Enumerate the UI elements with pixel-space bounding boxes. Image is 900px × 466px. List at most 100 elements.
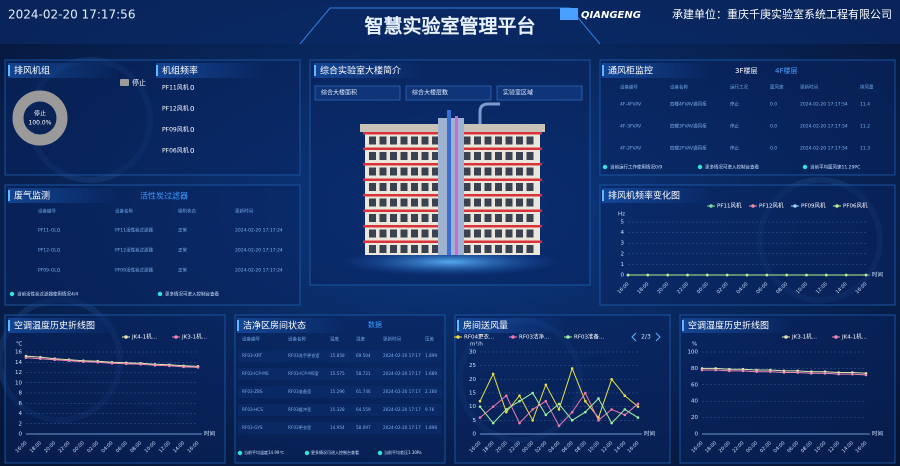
window <box>411 198 418 207</box>
y-tick-label: 3 <box>621 241 625 247</box>
window <box>369 152 376 160</box>
x-axis-label: 时间 <box>872 430 883 438</box>
table-cell: 四楼4FVAV通风柜 <box>670 101 707 108</box>
panel-title-bar <box>457 318 567 333</box>
window <box>474 245 481 253</box>
status-dot <box>157 291 163 297</box>
window <box>484 245 492 253</box>
data-point <box>706 273 709 277</box>
data-point <box>864 373 868 377</box>
table-cell: 2024-02-20 17:17:24 <box>235 268 283 274</box>
panel-title-mark <box>602 65 604 76</box>
column-header: 运行工况 <box>730 84 748 91</box>
panel <box>4 184 301 306</box>
panel-title: 综合实验室大楼简介 <box>320 65 401 77</box>
y-tick-label: 100 <box>688 350 699 356</box>
data-point <box>864 273 868 277</box>
panel-title-bar <box>602 188 712 203</box>
table-cell: 正常 <box>178 227 187 234</box>
status-dot <box>304 450 310 456</box>
legend-label: RF03洁净... <box>519 333 549 341</box>
pager-next[interactable] <box>655 332 661 342</box>
window <box>400 229 408 238</box>
window <box>474 183 481 191</box>
table-cell: 61.746 <box>356 389 371 394</box>
window <box>505 136 513 145</box>
data-point <box>505 408 508 411</box>
column-header: 排风量 <box>860 84 874 91</box>
tab[interactable] <box>496 85 583 101</box>
window <box>463 152 471 160</box>
table-cell: 9.76 <box>425 407 435 412</box>
pager-prev[interactable] <box>631 332 637 342</box>
window <box>463 229 471 238</box>
data-point <box>584 399 587 403</box>
legend-label: PF11风机 <box>717 202 742 210</box>
window <box>505 214 513 222</box>
table-cell: RF03准备室 <box>288 388 311 395</box>
window <box>516 214 523 222</box>
footer-stat: 当前平均面风速11.29PC <box>810 164 860 171</box>
y-tick-label: 80 <box>691 366 698 372</box>
column-header: 更新时间 <box>800 84 818 91</box>
legend-label: PF12风机 <box>759 202 784 210</box>
data-point <box>491 372 495 376</box>
legend-marker <box>124 335 128 339</box>
legend-marker <box>511 335 515 339</box>
data-point <box>570 419 574 422</box>
y-tick-label: 0 <box>19 432 23 438</box>
fan-name: PF12风机 <box>162 105 189 113</box>
footer-stat: 当前平均温度14.99℃ <box>244 449 284 455</box>
panel <box>234 314 446 464</box>
data-point <box>623 394 627 398</box>
pager: 2/3 <box>641 334 651 341</box>
header-bar <box>0 0 900 44</box>
window <box>390 198 397 207</box>
status-dot <box>237 450 243 456</box>
data-point <box>531 419 534 422</box>
data-point <box>796 371 799 374</box>
footer-stat: 更多情况可进入控制台查看 <box>705 164 759 171</box>
legend-marker <box>793 204 797 208</box>
legend-marker <box>456 335 460 339</box>
data-point <box>728 369 731 373</box>
table-cell: 2024-02-20 17:17:24 <box>235 228 283 234</box>
table-cell: PF09-GLQ <box>38 268 61 274</box>
table-cell: 2024-02-20 17:17 <box>383 389 421 394</box>
y-tick-label: 1 <box>621 262 625 268</box>
window <box>495 198 502 207</box>
window <box>400 183 408 191</box>
floor-tab: 3F楼层 <box>735 66 757 75</box>
data-point <box>805 273 808 277</box>
window <box>421 167 429 176</box>
window <box>474 167 481 176</box>
duct <box>447 110 451 255</box>
fan-frequency: 0 <box>190 105 194 113</box>
table-cell: 2024-02-20 17:17:24 <box>235 248 283 254</box>
data-point <box>196 366 200 369</box>
logo-text: QIANGENG <box>581 10 641 21</box>
legend-swatch <box>120 79 129 86</box>
data-point <box>531 408 534 411</box>
window <box>463 198 471 207</box>
table-cell: 15.296 <box>330 389 345 394</box>
window <box>463 183 471 191</box>
data-point <box>666 273 669 277</box>
data-point <box>825 273 828 277</box>
table-cell: 15.575 <box>330 371 345 376</box>
y-tick-label: 5 <box>621 220 625 226</box>
data-point <box>636 416 640 419</box>
column-header: 设备编号 <box>38 208 56 215</box>
window <box>400 245 408 253</box>
column-header: 设备名称 <box>670 84 688 91</box>
table-row <box>238 350 442 362</box>
window <box>526 198 534 207</box>
data-point <box>755 370 758 373</box>
panel-title-mark <box>156 65 158 76</box>
data-point <box>769 370 772 373</box>
table-cell: 0.0 <box>770 124 777 130</box>
tab[interactable] <box>314 85 401 101</box>
tab[interactable] <box>405 85 492 101</box>
